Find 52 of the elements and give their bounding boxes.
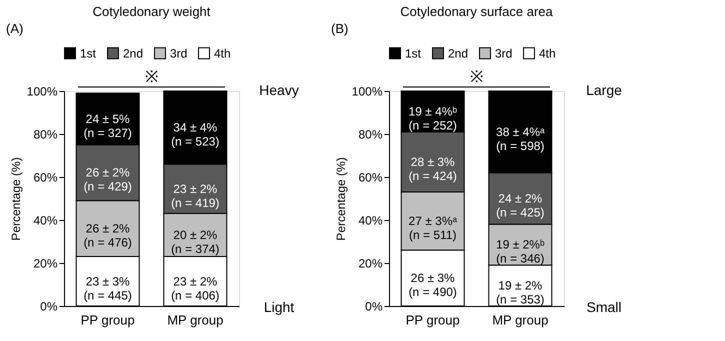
data-label: 24 ± 5% (n = 327) (84, 112, 132, 140)
x-tick-label: PP group (406, 312, 460, 328)
data-label: 38 ± 4%ᵃ (n = 598) (496, 124, 545, 153)
text: Large (586, 82, 622, 98)
x-tick-label: PP group (80, 312, 135, 328)
data-label: 23 ± 2% (n = 406) (171, 274, 220, 302)
y-axis-title: Percentage (%) (334, 157, 348, 241)
chart-title: Cotyledonary weight (92, 4, 211, 19)
text: ※ (470, 69, 483, 86)
y-tick-label: 20% (33, 256, 58, 270)
data-label: 34 ± 4% (n = 523) (171, 120, 220, 149)
text: ※ (145, 69, 158, 86)
y-tick-label: 40% (358, 214, 383, 228)
x-tick-label: MP group (492, 312, 548, 328)
legend-label: 4th (214, 46, 231, 60)
legend-label: 4th (539, 46, 556, 60)
y-tick-label: 100% (26, 84, 58, 98)
data-label: 28 ± 3% (n = 424) (408, 154, 457, 183)
text: Light (264, 299, 294, 315)
legend-label: 1st (80, 46, 97, 60)
chart-title: Cotyledonary surface area (400, 4, 554, 19)
y-tick-label: 60% (33, 170, 58, 184)
legend-label: 1st (405, 46, 422, 60)
data-label: 19 ± 4%ᵇ (n = 252) (408, 104, 458, 132)
data-label: 24 ± 2% (n = 425) (496, 192, 544, 220)
data-label: 27 ± 3%ᵃ (n = 511) (408, 214, 458, 242)
data-label: 19 ± 2%ᵇ (n = 346) (496, 238, 545, 266)
text: Heavy (259, 82, 299, 98)
y-tick-label: 0% (40, 300, 58, 314)
y-axis-title: Percentage (%) (8, 157, 23, 241)
y-tick-label: 100% (352, 84, 383, 98)
data-label: 19 ± 2% (n = 353) (496, 278, 544, 307)
data-label: 26 ± 2% (n = 429) (84, 166, 132, 194)
y-tick-label: 40% (33, 214, 58, 228)
legend-label: 2nd (448, 46, 468, 60)
x-tick-label: MP group (167, 312, 224, 328)
legend-label: 3rd (170, 46, 188, 60)
y-tick-label: 80% (33, 128, 58, 142)
legend-label: 2nd (123, 46, 144, 60)
data-label: 23 ± 2% (n = 419) (171, 182, 220, 210)
text: Small (586, 299, 622, 315)
data-label: 26 ± 2% (n = 476) (84, 222, 132, 250)
text: (B) (331, 21, 348, 36)
data-label: 26 ± 3% (n = 490) (408, 271, 457, 300)
text: (A) (6, 21, 24, 36)
legend-label: 3rd (495, 46, 512, 60)
y-tick-label: 60% (358, 170, 383, 184)
y-tick-label: 80% (358, 128, 383, 142)
y-tick-label: 0% (365, 300, 383, 314)
data-label: 23 ± 3% (n = 445) (84, 274, 132, 302)
data-label: 20 ± 2% (n = 374) (171, 228, 220, 256)
y-tick-label: 20% (358, 256, 383, 270)
